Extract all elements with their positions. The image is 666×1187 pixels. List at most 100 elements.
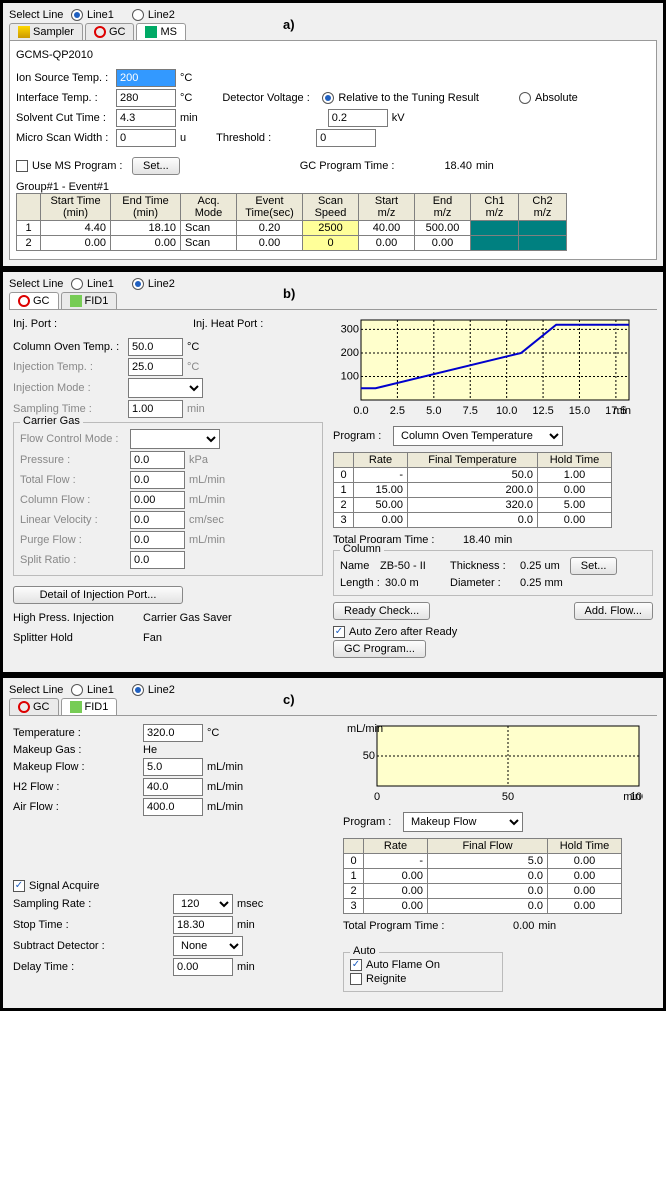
iface-input[interactable]: [116, 89, 176, 107]
reignite-check[interactable]: [350, 973, 362, 985]
samp-rate-select[interactable]: 120: [173, 894, 233, 914]
device-title: GCMS-QP2010: [16, 49, 650, 61]
svg-text:min: min: [613, 405, 631, 416]
makeup-flow-input[interactable]: [143, 758, 203, 776]
program-select-c[interactable]: Makeup Flow: [403, 812, 523, 832]
micro-scan-unit: u: [180, 132, 186, 144]
svg-text:200: 200: [341, 347, 359, 359]
press-input[interactable]: [130, 451, 185, 469]
det-abs-radio[interactable]: [519, 92, 531, 104]
tab-fid-c[interactable]: FID1: [61, 698, 118, 715]
col-oven-input[interactable]: [128, 338, 183, 356]
line2-radio[interactable]: [132, 9, 144, 21]
auto-zero-check[interactable]: [333, 626, 345, 638]
thresh-input[interactable]: [316, 129, 376, 147]
delay-input[interactable]: [173, 958, 233, 976]
line1-radio-c[interactable]: [71, 684, 83, 696]
svg-text:2.5: 2.5: [390, 405, 405, 416]
group-label: Group#1 - Event#1: [16, 181, 650, 193]
fid-icon: [70, 701, 82, 713]
svg-text:5.0: 5.0: [426, 405, 441, 416]
svg-text:min: min: [623, 791, 641, 802]
stop-time-input[interactable]: [173, 916, 233, 934]
program-select-b[interactable]: Column Oven Temperature: [393, 426, 563, 446]
tab-ms[interactable]: MS: [136, 23, 186, 40]
tab-fid-b[interactable]: FID1: [61, 292, 118, 309]
select-line-label: Select Line: [9, 9, 71, 21]
panel-a: a) Select Line Line1 Line2 Sampler GC MS…: [0, 0, 666, 269]
line2-radio-b[interactable]: [132, 278, 144, 290]
ion-src-input[interactable]: [116, 69, 176, 87]
fig-label-c: c): [283, 692, 295, 707]
detail-inj-button[interactable]: Detail of Injection Port...: [13, 586, 183, 604]
gc-prog-unit: min: [476, 160, 494, 172]
event-table[interactable]: Start Time(min)End Time(min)Acq.ModeEven…: [16, 193, 650, 251]
gc-icon: [18, 295, 30, 307]
set-button[interactable]: Set...: [132, 157, 180, 175]
tab-sampler[interactable]: Sampler: [9, 23, 83, 40]
det-rel-radio[interactable]: [322, 92, 334, 104]
iface-unit: °C: [180, 92, 192, 104]
temp-input[interactable]: [143, 724, 203, 742]
program-table-b[interactable]: RateFinal TemperatureHold Time0-50.01.00…: [333, 452, 653, 528]
tab-gc-b[interactable]: GC: [9, 292, 59, 309]
ion-src-unit: °C: [180, 72, 192, 84]
inj-temp-label: Injection Temp. :: [13, 361, 128, 373]
det-abs-label: Absolute: [535, 92, 578, 104]
thresh-label: Threshold :: [216, 132, 316, 144]
samp-time-input[interactable]: [128, 400, 183, 418]
gc-icon: [18, 701, 30, 713]
inj-mode-label: Injection Mode :: [13, 382, 128, 394]
sampler-icon: [18, 26, 30, 38]
column-group: Column NameZB-50 - IIThickness :0.25 um …: [333, 550, 653, 596]
purge-input[interactable]: [130, 531, 185, 549]
svg-text:100: 100: [341, 370, 359, 382]
col-set-button[interactable]: Set...: [570, 557, 618, 575]
svg-text:300: 300: [341, 323, 359, 335]
select-line-row: Select Line Line1 Line2: [9, 9, 657, 21]
gc-icon: [94, 26, 106, 38]
det-volt-input[interactable]: [328, 109, 388, 127]
svg-text:7.5: 7.5: [463, 405, 478, 416]
fig-label-b: b): [283, 286, 295, 301]
h2-flow-input[interactable]: [143, 778, 203, 796]
fig-label-a: a): [283, 17, 295, 32]
select-line-label-b: Select Line: [9, 278, 71, 290]
program-table-c[interactable]: RateFinal FlowHold Time0-5.00.0010.000.0…: [343, 838, 653, 914]
line1-label: Line1: [87, 9, 114, 21]
inj-mode-select[interactable]: [128, 378, 203, 398]
inj-port-label: Inj. Port :: [13, 318, 93, 330]
tab-gc[interactable]: GC: [85, 23, 135, 40]
add-flow-button[interactable]: Add. Flow...: [574, 602, 653, 620]
samp-time-label: Sampling Time :: [13, 403, 128, 415]
micro-scan-input[interactable]: [116, 129, 176, 147]
auto-flame-check[interactable]: [350, 959, 362, 971]
air-flow-input[interactable]: [143, 798, 203, 816]
makeup-flow-chart: 50050100mL/minmin: [343, 722, 653, 802]
tab-bar-a: Sampler GC MS: [9, 23, 657, 41]
ms-icon: [145, 26, 157, 38]
line2-radio-c[interactable]: [132, 684, 144, 696]
solv-cut-input[interactable]: [116, 109, 176, 127]
solv-cut-unit: min: [180, 112, 198, 124]
inj-temp-input[interactable]: [128, 358, 183, 376]
det-volt-unit: kV: [392, 112, 405, 124]
sig-acq-check[interactable]: [13, 880, 25, 892]
gc-program-button[interactable]: GC Program...: [333, 640, 426, 658]
line1-radio[interactable]: [71, 9, 83, 21]
svg-text:12.5: 12.5: [532, 405, 553, 416]
oven-temp-chart: 3002001000.02.55.07.510.012.515.017.5min: [333, 316, 653, 416]
split-input[interactable]: [130, 551, 185, 569]
col-flow-input[interactable]: [130, 491, 185, 509]
tab-gc-c[interactable]: GC: [9, 698, 59, 715]
flow-ctl-select[interactable]: [130, 429, 220, 449]
ready-check-button[interactable]: Ready Check...: [333, 602, 430, 620]
svg-text:0: 0: [374, 791, 380, 802]
use-ms-label: Use MS Program :: [32, 160, 132, 172]
carrier-gas-group: Carrier Gas Flow Control Mode : Pressure…: [13, 422, 323, 576]
tot-flow-input[interactable]: [130, 471, 185, 489]
use-ms-check[interactable]: [16, 160, 28, 172]
lin-vel-input[interactable]: [130, 511, 185, 529]
sub-det-select[interactable]: None: [173, 936, 243, 956]
line1-radio-b[interactable]: [71, 278, 83, 290]
